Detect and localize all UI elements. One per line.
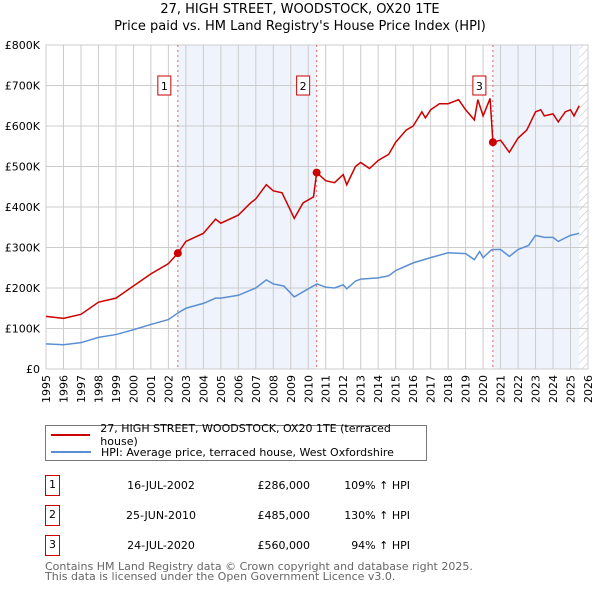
x-tick-label: 2021	[495, 375, 508, 403]
y-tick-label: £400K	[5, 201, 41, 214]
chart-title: 27, HIGH STREET, WOODSTOCK, OX20 1TE	[160, 2, 440, 17]
x-tick-label: 2004	[197, 375, 210, 403]
x-tick-label: 1998	[92, 375, 105, 403]
sale-number: 1	[45, 475, 60, 496]
sale-hpi: 109% ↑ HPI	[344, 479, 410, 492]
x-tick-label: 2002	[162, 375, 175, 403]
y-tick-label: £700K	[5, 80, 41, 93]
x-tick-label: 2011	[320, 375, 333, 403]
hpi-line	[45, 232, 580, 346]
y-tick-label: £800K	[5, 39, 41, 52]
sale-label: 2	[300, 80, 307, 93]
y-tick-label: £500K	[5, 161, 41, 174]
sale-label-box	[296, 75, 311, 96]
sale-label-box	[472, 75, 487, 96]
legend: 27, HIGH STREET, WOODSTOCK, OX20 1TE (te…	[45, 422, 427, 461]
sale-price: £560,000	[257, 539, 311, 552]
x-tick-label: 2007	[250, 375, 263, 403]
sale-hpi: 94% ↑ HPI	[351, 539, 410, 552]
property-price-line	[45, 98, 580, 320]
sale-date: 24-JUL-2020	[127, 539, 195, 552]
x-tick-label: 2009	[285, 375, 298, 403]
sale-price: £286,000	[257, 479, 311, 492]
x-tick-label: 2006	[232, 375, 245, 403]
sale-number: 2	[45, 505, 60, 526]
sale-row: 2 25-JUN-2010 £485,000 130% ↑ HPI	[45, 505, 445, 526]
sale-number: 3	[45, 535, 60, 556]
x-tick-label: 2025	[565, 375, 578, 403]
chart-subtitle: Price paid vs. HM Land Registry's House …	[114, 19, 486, 34]
plot-area: 1995 1996 1997 1998 1999 2000 2001 2002 2003 2004…	[5, 39, 595, 403]
sale-point	[312, 168, 321, 177]
legend-label-hpi: HPI: Average price, terraced house, West…	[101, 445, 394, 459]
x-tick-label: 2026	[582, 375, 595, 403]
legend-red-line	[51, 434, 91, 436]
x-tick-label: 2008	[267, 375, 280, 403]
sale-price: £485,000	[257, 509, 311, 522]
x-tick-label: 2018	[442, 375, 455, 403]
x-tick-label: 2010	[302, 375, 315, 403]
x-tick-label: 1999	[110, 375, 123, 403]
x-tick-label: 2022	[512, 375, 525, 403]
x-tick-label: 2024	[547, 375, 560, 403]
x-tick-label: 1997	[75, 375, 88, 403]
footer-copyright: Contains HM Land Registry data © Crown c…	[45, 560, 473, 573]
x-tick-label: 2015	[390, 375, 403, 403]
sale-row: 3 24-JUL-2020 £560,000 94% ↑ HPI	[45, 535, 445, 556]
x-tick-label: 1995	[40, 375, 53, 403]
sale-point	[488, 138, 497, 147]
legend-blue-line	[51, 451, 91, 453]
y-tick-label: £100K	[5, 323, 41, 336]
x-tick-label: 2017	[425, 375, 438, 403]
x-tick-label: 2013	[355, 375, 368, 403]
x-tick-label: 2020	[477, 375, 490, 403]
sale-date: 25-JUN-2010	[125, 509, 197, 522]
sale-date: 16-JUL-2002	[127, 479, 195, 492]
sale-label: 1	[161, 80, 168, 93]
y-tick-label: £300K	[5, 242, 41, 255]
x-tick-label: 2012	[337, 375, 350, 403]
x-tick-label: 2019	[460, 375, 473, 403]
x-tick-label: 2016	[407, 375, 420, 403]
x-tick-label: 1996	[57, 375, 70, 403]
x-tick-label: 2014	[372, 375, 385, 403]
y-tick-label: £200K	[5, 282, 41, 295]
sale-row: 1 16-JUL-2002 £286,000 109% ↑ HPI	[45, 475, 445, 496]
legend-label-property: 27, HIGH STREET, WOODSTOCK, OX20 1TE (te…	[100, 422, 391, 448]
sale-label: 3	[476, 80, 483, 93]
sale-hpi: 130% ↑ HPI	[344, 509, 410, 522]
footer-licence: This data is licensed under the Open Gov…	[45, 570, 396, 583]
x-tick-label: 2005	[215, 375, 228, 403]
x-tick-label: 2023	[530, 375, 543, 403]
x-tick-label: 2001	[145, 375, 158, 403]
y-tick-label: £600K	[5, 120, 41, 133]
x-tick-label: 2000	[127, 375, 140, 403]
sale-point	[173, 249, 182, 258]
x-tick-label: 2003	[180, 375, 193, 403]
sale-label-box	[157, 75, 172, 96]
y-tick-label: £0	[26, 363, 40, 376]
